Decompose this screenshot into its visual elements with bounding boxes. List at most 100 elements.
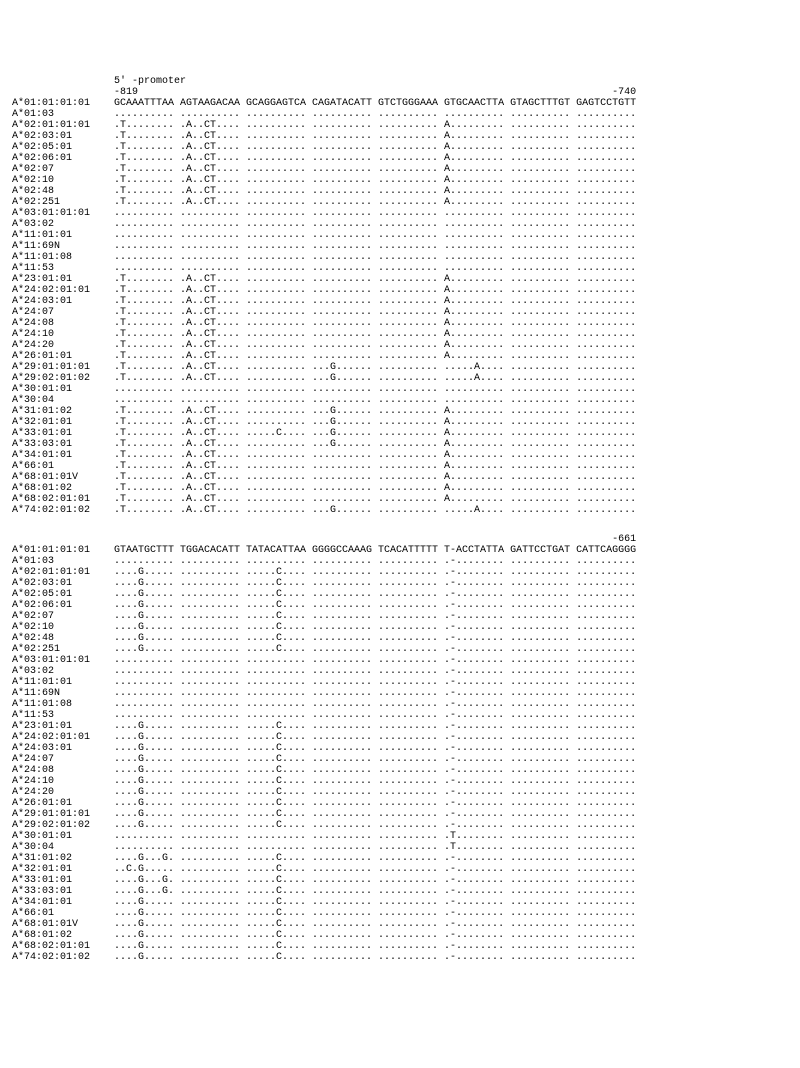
- allele-label: A*11:53: [12, 710, 114, 721]
- allele-row: A*31:01:02....G...G. .......... .....C..…: [12, 853, 788, 864]
- allele-row: A*02:05:01.T........ .A..CT.... ........…: [12, 142, 788, 153]
- allele-row: A*30:01:01.......... .......... ........…: [12, 384, 788, 395]
- allele-row: A*02:07.T........ .A..CT.... .......... …: [12, 164, 788, 175]
- allele-row: A*23:01:01....G..... .......... .....C..…: [12, 721, 788, 732]
- sequence-cells: .T........ .A..CT.... .......... .......…: [114, 153, 636, 164]
- allele-label: A*68:01:01V: [12, 919, 114, 930]
- allele-label: A*01:03: [12, 109, 114, 120]
- sequence-cells: .T........ .A..CT.... .......... .......…: [114, 329, 636, 340]
- allele-row: A*34:01:01.T........ .A..CT.... ........…: [12, 450, 788, 461]
- allele-row: A*02:48....G..... .......... .....C.... …: [12, 633, 788, 644]
- allele-label: A*11:69N: [12, 241, 114, 252]
- position-ruler: -661: [12, 534, 788, 545]
- allele-label: A*02:251: [12, 197, 114, 208]
- allele-label: A*24:10: [12, 329, 114, 340]
- allele-row: A*02:06:01.T........ .A..CT.... ........…: [12, 153, 788, 164]
- sequence-cells: .......... .......... .......... .......…: [114, 384, 636, 395]
- allele-row: A*33:03:01.T........ .A..CT.... ........…: [12, 439, 788, 450]
- sequence-cells: .T........ .A..CT.... .......... .......…: [114, 197, 636, 208]
- allele-row: A*24:03:01....G..... .......... .....C..…: [12, 743, 788, 754]
- sequence-cells: ....G..... .......... .....C.... .......…: [114, 798, 636, 809]
- sequence-cells: ....G..... .......... .....C.... .......…: [114, 776, 636, 787]
- allele-label: A*02:48: [12, 633, 114, 644]
- allele-row: A*33:01:01....G...G. .......... .....C..…: [12, 875, 788, 886]
- allele-label: A*24:03:01: [12, 743, 114, 754]
- allele-row: A*02:01:01:01....G..... .......... .....…: [12, 567, 788, 578]
- allele-label: A*24:02:01:01: [12, 285, 114, 296]
- sequence-cells: .T........ .A..CT.... .......... ...G...…: [114, 439, 636, 450]
- allele-label: A*68:02:01:01: [12, 941, 114, 952]
- allele-row: A*03:01:01:01.......... .......... .....…: [12, 655, 788, 666]
- allele-label: A*31:01:02: [12, 406, 114, 417]
- allele-row: A*02:06:01....G..... .......... .....C..…: [12, 600, 788, 611]
- allele-label: A*02:251: [12, 644, 114, 655]
- allele-row: A*66:01.T........ .A..CT.... .......... …: [12, 461, 788, 472]
- sequence-cells: GCAAATTTAA AGTAAGACAA GCAGGAGTCA CAGATAC…: [114, 98, 636, 109]
- allele-label: A*26:01:01: [12, 798, 114, 809]
- allele-label: A*11:53: [12, 263, 114, 274]
- allele-label: A*68:01:02: [12, 483, 114, 494]
- sequence-cells: .T........ .A..CT.... .......... .......…: [114, 285, 636, 296]
- sequence-cells: .T........ .A..CT.... .......... ...G...…: [114, 417, 636, 428]
- allele-row: A*02:48.T........ .A..CT.... .......... …: [12, 186, 788, 197]
- allele-row: A*33:03:01....G...G. .......... .....C..…: [12, 886, 788, 897]
- alignment-page: { "font": { "family": "Courier New", "si…: [0, 22, 800, 1013]
- allele-label: A*03:02: [12, 666, 114, 677]
- allele-row: A*11:01:08.......... .......... ........…: [12, 252, 788, 263]
- allele-label: A*23:01:01: [12, 274, 114, 285]
- allele-label: A*24:08: [12, 318, 114, 329]
- allele-label: A*02:05:01: [12, 589, 114, 600]
- allele-label: A*02:06:01: [12, 600, 114, 611]
- allele-row: A*68:01:01V.T........ .A..CT.... .......…: [12, 472, 788, 483]
- sequence-cells: ....G..... .......... .....C.... .......…: [114, 567, 636, 578]
- allele-label: A*03:02: [12, 219, 114, 230]
- allele-label: A*11:01:08: [12, 252, 114, 263]
- allele-label: A*29:02:01:02: [12, 820, 114, 831]
- sequence-cells: ....G..... .......... .....C.... .......…: [114, 754, 636, 765]
- allele-row: A*30:04.......... .......... .......... …: [12, 395, 788, 406]
- sequence-cells: .T........ .A..CT.... .......... .......…: [114, 164, 636, 175]
- allele-row: A*11:01:08.......... .......... ........…: [12, 699, 788, 710]
- allele-label: A*30:04: [12, 842, 114, 853]
- sequence-cells: .......... .......... .......... .......…: [114, 831, 636, 842]
- allele-row: A*24:10....G..... .......... .....C.... …: [12, 776, 788, 787]
- block-title: 5' -promoter: [12, 76, 788, 87]
- allele-label: A*74:02:01:02: [12, 952, 114, 963]
- allele-label: A*02:01:01:01: [12, 120, 114, 131]
- allele-label: A*33:03:01: [12, 886, 114, 897]
- allele-label: A*03:01:01:01: [12, 655, 114, 666]
- allele-row: A*01:03.......... .......... .......... …: [12, 556, 788, 567]
- sequence-cells: .......... .......... .......... .......…: [114, 208, 636, 219]
- allele-label: A*11:01:01: [12, 230, 114, 241]
- sequence-cells: .T........ .A..CT.... .......... .......…: [114, 175, 636, 186]
- sequence-cells: .......... .......... .......... .......…: [114, 241, 636, 252]
- allele-label: A*03:01:01:01: [12, 208, 114, 219]
- sequence-cells: .......... .......... .......... .......…: [114, 688, 636, 699]
- sequence-cells: .......... .......... .......... .......…: [114, 263, 636, 274]
- allele-row: A*26:01:01....G..... .......... .....C..…: [12, 798, 788, 809]
- sequence-cells: ....G..... .......... .....C.... .......…: [114, 732, 636, 743]
- allele-row: A*23:01:01.T........ .A..CT.... ........…: [12, 274, 788, 285]
- allele-row: A*24:07.T........ .A..CT.... .......... …: [12, 307, 788, 318]
- allele-row: A*11:69N.......... .......... ..........…: [12, 688, 788, 699]
- allele-label: A*11:69N: [12, 688, 114, 699]
- sequence-cells: .T........ .A..CT.... .......... ...G...…: [114, 362, 636, 373]
- allele-label: A*68:01:02: [12, 930, 114, 941]
- allele-row: A*03:01:01:01.......... .......... .....…: [12, 208, 788, 219]
- allele-row: A*30:01:01.......... .......... ........…: [12, 831, 788, 842]
- allele-row: A*68:01:01V....G..... .......... .....C.…: [12, 919, 788, 930]
- allele-label: A*24:02:01:01: [12, 732, 114, 743]
- allele-label: A*68:02:01:01: [12, 494, 114, 505]
- sequence-cells: ....G..... .......... .....C.... .......…: [114, 600, 636, 611]
- alignment-blocks: 5' -promoter -819 -740A*01:01:01:01GCAAA…: [12, 76, 788, 963]
- sequence-cells: ....G..... .......... .....C.... .......…: [114, 919, 636, 930]
- alignment-block-1: -661A*01:01:01:01GTAATGCTTT TGGACACATT T…: [12, 534, 788, 963]
- sequence-cells: .T........ .A..CT.... .......... ...G...…: [114, 373, 636, 384]
- allele-row: A*26:01:01.T........ .A..CT.... ........…: [12, 351, 788, 362]
- allele-label: A*30:01:01: [12, 384, 114, 395]
- allele-label: A*74:02:01:02: [12, 505, 114, 516]
- allele-label: A*66:01: [12, 908, 114, 919]
- allele-row: A*68:01:02....G..... .......... .....C..…: [12, 930, 788, 941]
- allele-label: A*02:06:01: [12, 153, 114, 164]
- allele-row: A*11:53.......... .......... .......... …: [12, 263, 788, 274]
